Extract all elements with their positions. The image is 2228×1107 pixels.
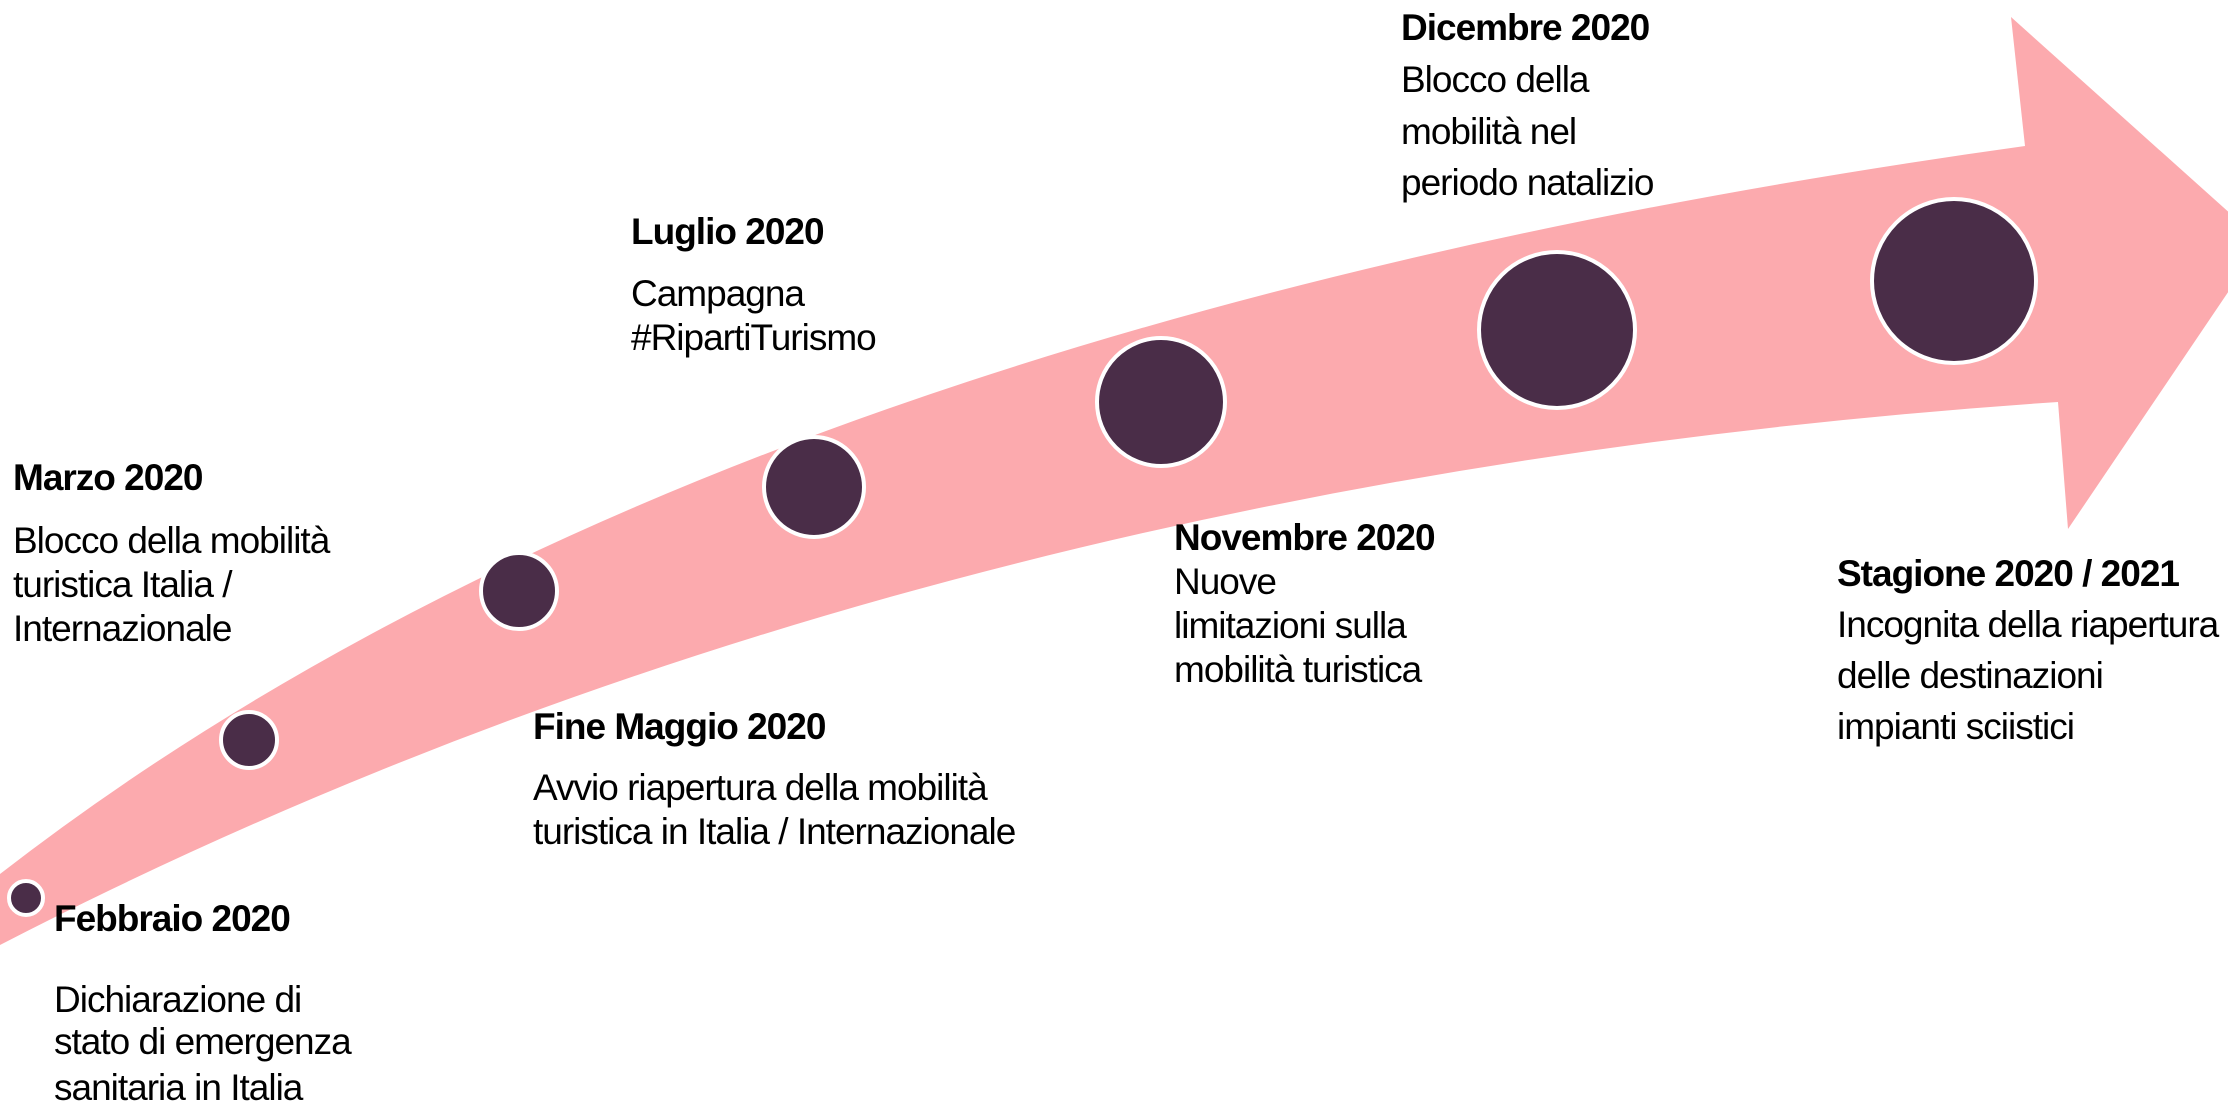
event-title: Stagione 2020 / 2021: [1837, 553, 2179, 594]
event-description: mobilità nel: [1401, 111, 1576, 152]
event-title: Dicembre 2020: [1401, 7, 1650, 48]
event-title: Marzo 2020: [13, 457, 203, 498]
event-description: #RipartiTurismo: [631, 317, 876, 358]
event-description: Dichiarazione di: [54, 979, 301, 1020]
event-description: mobilità turistica: [1174, 649, 1423, 690]
event-description: delle destinazioni: [1837, 655, 2103, 696]
event-description: turistica in Italia / Internazionale: [533, 811, 1015, 852]
event-description: impianti sciistici: [1837, 706, 2074, 747]
event-title: Febbraio 2020: [54, 898, 290, 939]
event-description: Avvio riapertura della mobilità: [533, 767, 988, 808]
milestone-dot: [762, 435, 866, 539]
event-description: stato di emergenza: [54, 1021, 352, 1062]
event-title: Fine Maggio 2020: [533, 706, 826, 747]
event-description: sanitaria in Italia: [54, 1067, 304, 1107]
event-title: Novembre 2020: [1174, 517, 1435, 558]
milestone-dot: [1870, 197, 2038, 365]
event-description: Nuove: [1174, 561, 1276, 602]
event-description: Internazionale: [13, 608, 231, 649]
arrow: [0, 17, 2228, 945]
milestones: [7, 197, 2038, 917]
event-description: Campagna: [631, 273, 805, 314]
event-description: Blocco della mobilità: [13, 520, 331, 561]
milestone-dot: [219, 710, 279, 770]
event-description: Incognita della riapertura: [1837, 604, 2220, 645]
event-description: Blocco della: [1401, 59, 1590, 100]
event-title: Luglio 2020: [631, 211, 824, 252]
milestone-dot: [1477, 250, 1637, 410]
event-description: periodo natalizio: [1401, 162, 1654, 203]
milestone-dot: [1095, 336, 1227, 468]
milestone-dot: [479, 551, 559, 631]
event-description: limitazioni sulla: [1174, 605, 1407, 646]
event-description: turistica Italia /: [13, 564, 233, 605]
milestone-dot: [7, 879, 45, 917]
